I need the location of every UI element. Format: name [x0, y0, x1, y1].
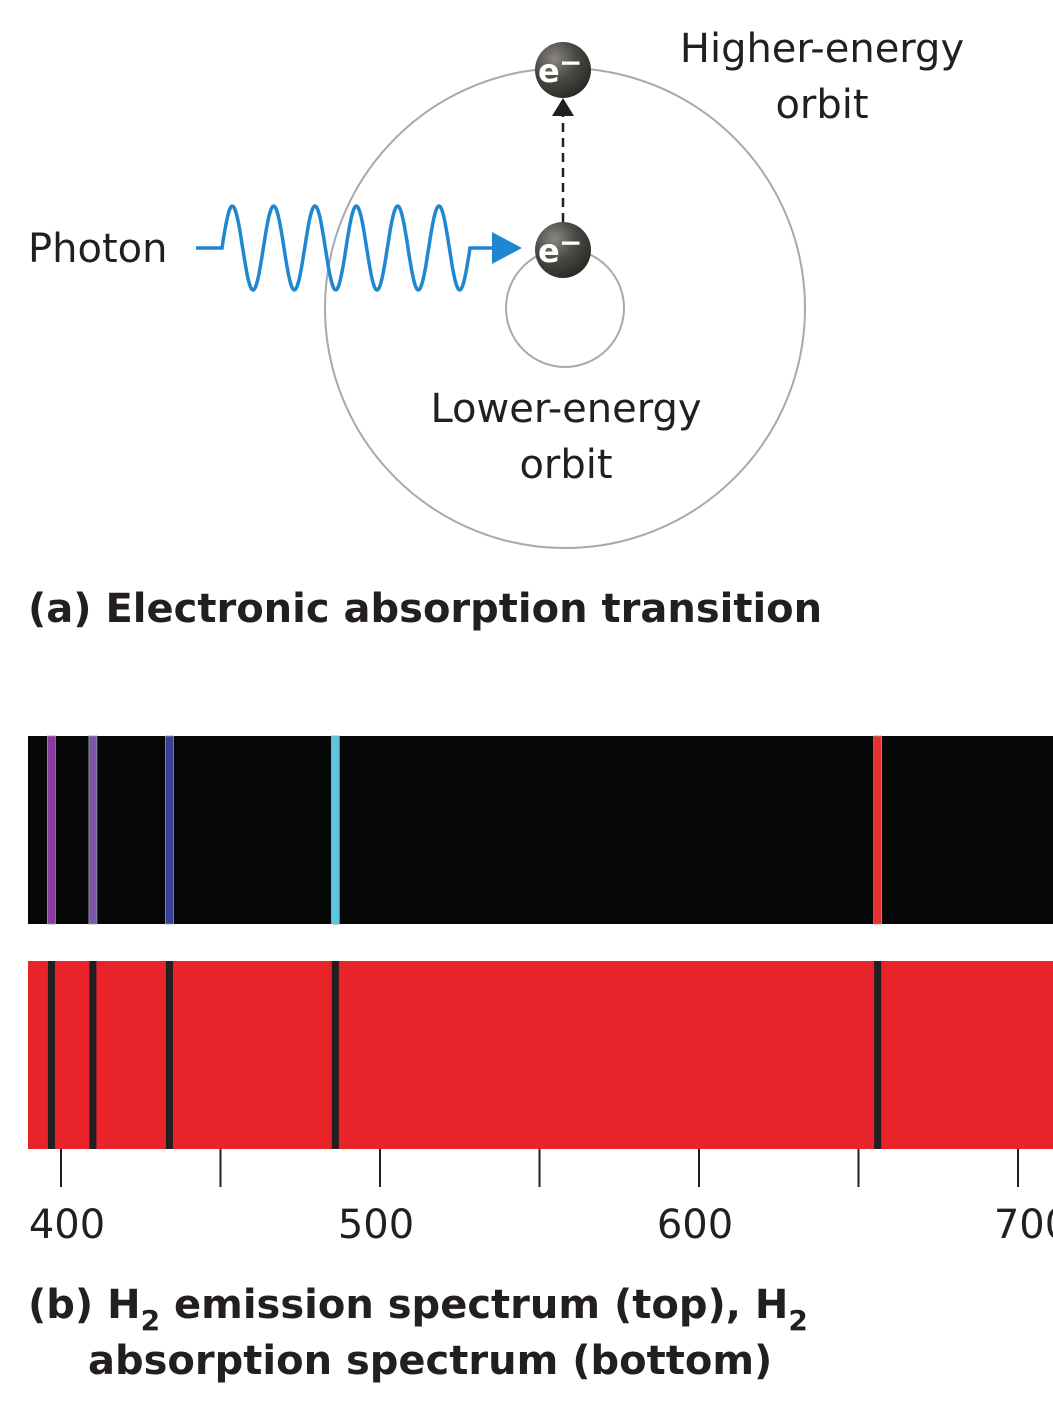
emission-spectrum	[28, 736, 1053, 924]
emission-line-397	[47, 735, 56, 925]
transition-arrowhead-icon	[552, 98, 574, 116]
electron-charge: −	[559, 46, 582, 79]
absorption-spectrum	[28, 961, 1053, 1149]
tick-label-600: 600	[657, 1202, 733, 1248]
emission-line-486	[330, 735, 340, 925]
lower-orbit-label: Lower-energy	[430, 386, 701, 432]
emission-line-656	[873, 735, 883, 925]
photon-wave	[196, 203, 495, 293]
absorption-line-434	[165, 961, 173, 1149]
electron-charge: −	[559, 226, 582, 259]
emission-line-434	[165, 735, 174, 925]
tick-label-500: 500	[338, 1202, 414, 1248]
tick-label-700: 700	[994, 1202, 1053, 1248]
higher-orbit-label-2: orbit	[775, 82, 868, 128]
electron-symbol: e	[538, 52, 560, 90]
absorption-line-397	[47, 961, 55, 1149]
emission-line-410	[88, 735, 98, 925]
caption-b: (b) H2 emission spectrum (top), H2	[28, 1282, 808, 1337]
electron-upper: e −	[535, 42, 591, 98]
photon-label: Photon	[28, 226, 167, 272]
tick-label-400: 400	[29, 1202, 105, 1248]
absorption-line-486	[331, 961, 339, 1149]
absorption-line-410	[89, 961, 97, 1149]
electron-lower: e −	[535, 222, 591, 278]
caption-b-line2: absorption spectrum (bottom)	[88, 1338, 772, 1384]
higher-orbit-label: Higher-energy	[680, 26, 964, 72]
caption-a: (a) Electronic absorption transition	[28, 586, 822, 632]
photon-arrowhead-icon	[492, 232, 522, 264]
electron-symbol: e	[538, 232, 560, 270]
absorption-line-656	[874, 961, 882, 1149]
lower-orbit-label-2: orbit	[519, 442, 612, 488]
